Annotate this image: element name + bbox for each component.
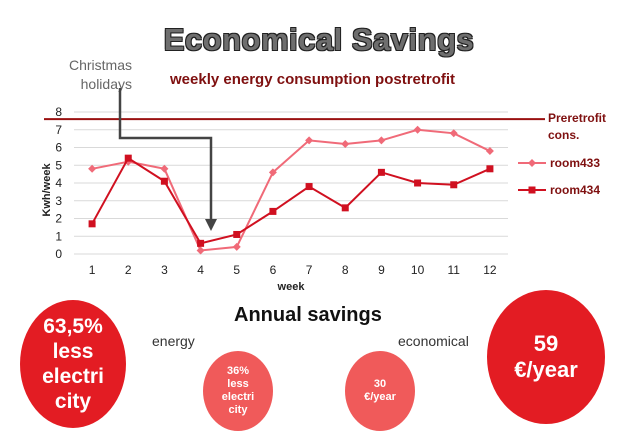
x-tick-label: 7 [306,263,313,277]
data-point-room434 [124,154,132,162]
energy-savings-small-circle: 36% less electri city [203,351,273,431]
data-point-room433 [413,125,422,134]
energy-small-line: city [228,404,248,416]
x-tick-labels: 1 2 3 4 5 6 7 8 9 10 11 12 [89,263,497,277]
data-point-room433 [268,168,277,177]
x-tick-label: 2 [125,263,132,277]
data-point-room434 [269,207,277,215]
y-tick-label: 0 [55,247,62,261]
annual-savings-heading: Annual savings [234,304,382,326]
legend-label-room434: room434 [550,183,600,197]
econ-small-line: 30 [373,378,387,390]
data-point-room434 [197,239,205,247]
data-point-room433 [88,164,97,173]
energy-small-line: less [227,378,249,390]
econ-savings-big-circle: 59 €/year [487,290,605,424]
energy-big-line: city [54,390,92,413]
data-point-room434 [486,165,494,173]
y-tick-label: 6 [55,141,62,155]
data-point-room434 [160,177,168,185]
data-point-room433 [160,164,169,173]
series-line-room433 [91,128,491,252]
chart-gridlines [74,111,508,255]
series-line-room434 [91,156,491,245]
data-point-room433 [341,139,350,148]
data-point-room434 [341,204,349,212]
y-tick-label: 7 [55,123,62,137]
x-tick-label: 12 [483,263,497,277]
data-point-room433 [377,136,386,145]
econ-small-line: €/year [364,391,396,403]
legend-marker-room434 [528,186,536,194]
data-point-room434 [377,168,385,176]
x-tick-label: 9 [378,263,385,277]
energy-label: energy [152,333,195,349]
chart-legend: Preretrofit cons. room433 room434 [518,111,606,197]
data-point-room434 [233,230,241,238]
y-tick-label: 4 [55,176,62,190]
energy-big-line: 63,5% [43,315,103,338]
data-point-room433 [196,246,205,255]
legend-label-room433: room433 [550,156,600,170]
x-tick-label: 4 [197,263,204,277]
x-tick-label: 1 [89,263,96,277]
y-axis-label: Kwh/week [41,163,53,217]
data-point-room434 [88,220,96,228]
legend-label-preretrofit: Preretrofit cons. [548,111,606,142]
economical-label: economical [398,333,469,349]
data-point-room434 [450,181,458,189]
data-point-room433 [485,147,494,156]
x-tick-label: 10 [411,263,425,277]
x-tick-label: 6 [270,263,277,277]
energy-big-line: electri [42,365,104,388]
energy-big-line: less [52,340,94,363]
x-tick-label: 5 [233,263,240,277]
x-tick-label: 8 [342,263,349,277]
legend-marker-room433 [528,159,536,167]
data-point-room433 [449,129,458,138]
econ-big-line: €/year [514,357,578,382]
y-tick-label: 2 [55,212,62,226]
energy-savings-big-circle: 63,5% less electri city [20,300,126,428]
energy-small-line: 36% [226,365,249,377]
y-tick-label: 1 [55,229,62,243]
x-tick-label: 11 [448,263,461,277]
x-axis-label: week [277,281,306,293]
econ-savings-small-circle: 30 €/year [345,351,415,431]
chart-title: weekly energy consumption postretrofit [170,71,456,88]
x-tick-label: 3 [161,263,168,277]
y-tick-label: 3 [55,194,62,208]
data-point-room433 [232,242,241,251]
page-title: Economical Savings [163,22,475,57]
y-tick-label: 5 [55,158,62,172]
energy-small-line: electri [221,391,255,403]
econ-big-line: 59 [533,331,559,356]
holiday-arrow [118,88,217,231]
data-point-room434 [414,179,422,187]
data-point-room434 [305,183,313,191]
y-tick-label: 8 [55,105,62,119]
data-point-room433 [305,136,314,145]
chart-series [88,125,494,255]
y-tick-labels: 0 1 2 3 4 5 6 7 8 [55,105,62,261]
